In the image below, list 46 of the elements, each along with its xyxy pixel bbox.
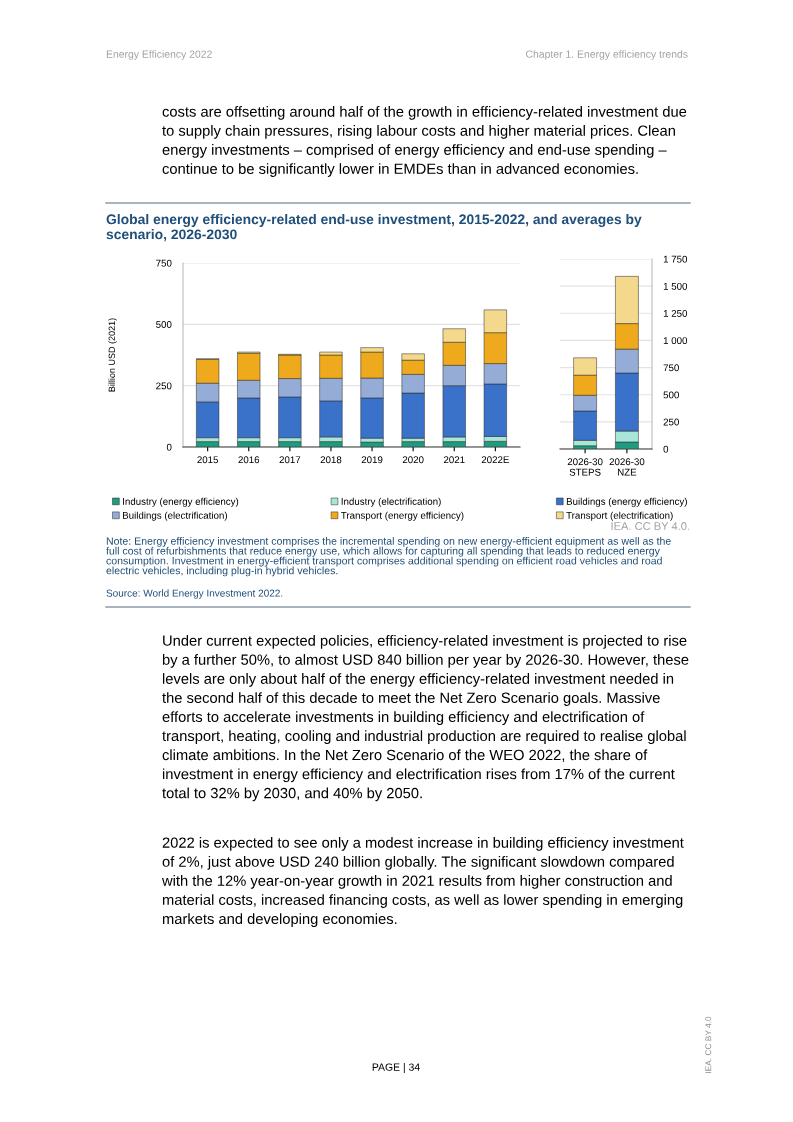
x-tick-label: 2026-30 NZE	[609, 458, 645, 476]
text: costs are offsetting around half of the growth in efficiency-related investment due to supply chain pressures, rising labour costs and higher material prices. Clean energy investments – comprised of energy efficiency and end-use spending – continue to be significantly lower in EMDEs than in advanced economies.	[162, 106, 687, 177]
y2-tick-label: 250	[663, 418, 679, 426]
x-tick-label: 2021	[443, 456, 465, 464]
y2-tick-label: 1 750	[663, 255, 688, 263]
y-axis-title: Billion USD (2021)	[108, 318, 117, 392]
bar	[319, 441, 343, 447]
x-tick-label: 2019	[361, 456, 383, 464]
y-tick-label: 750	[156, 259, 172, 267]
x-tick-label: 2017	[279, 456, 301, 464]
y2-tick-label: 1 000	[663, 337, 688, 345]
bar	[442, 441, 466, 447]
legend-label: Buildings (energy efficiency)	[566, 497, 687, 507]
y-tick-label: 250	[156, 382, 172, 390]
legend-label: Buildings (electrification)	[123, 511, 227, 521]
bar	[237, 441, 261, 447]
y-tick-label: 0	[166, 443, 172, 451]
legend-label: Industry (electrification)	[341, 497, 441, 507]
y-tick-label: 500	[156, 321, 172, 328]
bar	[196, 441, 220, 447]
legend-label: Transport (electrification)	[566, 511, 673, 521]
text: IEA. CC BY 4.0.	[611, 522, 689, 530]
legend-label: Transport (energy efficiency)	[341, 511, 464, 521]
bar	[278, 441, 302, 447]
text: IEA. CC BY 4.0	[705, 1016, 712, 1073]
text: Note: Energy efficiency investment comprises the incremental spending on new energy-efficient equipment as well as the full cost of refurbishments that reduce energy use, which allows for capturing all spending that leads to reduced energy consumption. Investment in energy-efficient transport comprises additional spending on efficient road vehicles and road electric vehicles, including plug-in hybrid vehicles.	[106, 537, 671, 577]
x-tick-label: 2018	[320, 456, 342, 464]
x-tick-label: 2015	[197, 456, 219, 464]
x-tick-label: 2020	[402, 456, 424, 464]
text: 2022 is expected to see only a modest increase in building efficiency investment of 2%, just above USD 240 billion globally. The significant slowdown compared with the 12% year-on-year growth in 2021 results from higher construction and material costs, increased financing costs, as well as lower spending in emerging markets and developing economies.	[161, 837, 684, 927]
x-tick-label: 2026-30 STEPS	[567, 458, 603, 476]
y2-tick-label: 1 250	[663, 310, 688, 317]
text: Under current expected policies, efficiency-related investment is projected to rise by a further 50%, to almost USD 840 billion per year by 2026-30. However, these levels are only about half of the energy efficiency-related investment needed in the second half of this decade to meet the Net Zero Scenario goals. Massive efforts to accelerate investments in building efficiency and electrification of transport, heating, cooling and industrial production are required to realise global climate ambitions. In the Net Zero Scenario of the WEO 2022, the share of investment in energy efficiency and electrification rises from 17% of the current total to 32% by 2030, and 40% by 2050.	[162, 635, 689, 802]
text: Chapter 1. Energy efficiency trends	[526, 50, 688, 60]
text: PAGE | 34	[372, 1063, 420, 1073]
source-note: Source: World Energy Investment 2022.	[106, 589, 283, 599]
bar	[401, 441, 425, 447]
chart-title: Global energy efficiency-related end-use investment, 2015-2022, and averages by scenario, 2026-2030	[106, 214, 642, 242]
y2-tick-label: 0	[663, 445, 669, 453]
y2-tick-label: 1 500	[663, 282, 688, 290]
y2-tick-label: 750	[663, 364, 679, 372]
y2-tick-label: 500	[663, 391, 679, 399]
text: Energy Efficiency 2022	[106, 50, 212, 60]
x-tick-label: 2016	[238, 456, 260, 464]
legend-label: Industry (energy efficiency)	[123, 497, 239, 507]
x-tick-label: 2022E	[481, 456, 509, 464]
